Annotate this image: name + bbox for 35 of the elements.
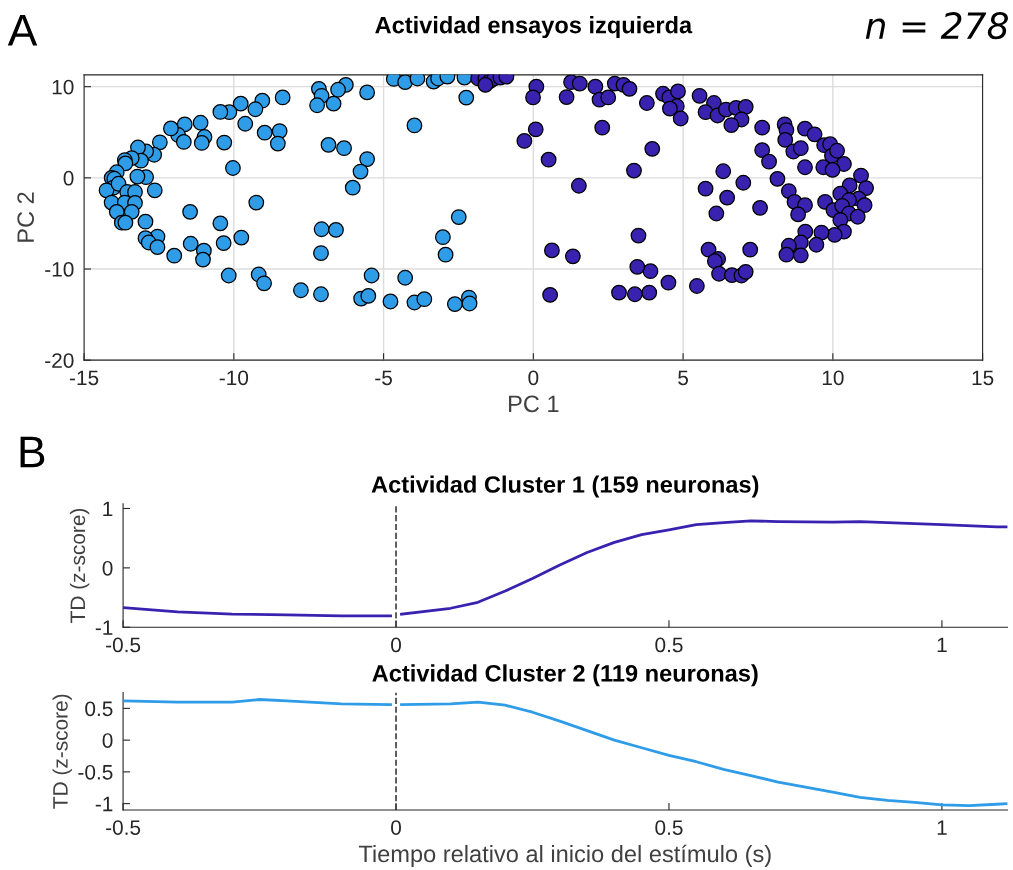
x-tick-label: 15 bbox=[972, 370, 994, 386]
text: n = 278 bbox=[865, 11, 1008, 40]
y-tick-label: -1 bbox=[95, 620, 113, 635]
x-axis-title: PC 1 bbox=[509, 395, 559, 413]
y-axis-title: TD (z-score) bbox=[52, 694, 72, 809]
x-tick-label: 5 bbox=[678, 370, 689, 386]
y-tick-label: -10 bbox=[45, 262, 74, 277]
y-tick-label: 0 bbox=[63, 170, 74, 186]
x-tick-label: -15 bbox=[69, 370, 99, 386]
y-tick-label: -1 bbox=[95, 796, 113, 812]
x-tick-label: 1 bbox=[937, 637, 947, 653]
text: B bbox=[20, 436, 45, 468]
x-axis-title: Tiempo relativo al inicio del estímulo (s) bbox=[358, 844, 771, 867]
chart-title: Actividad Cluster 2 (119 neuronas) bbox=[372, 664, 758, 687]
text: A bbox=[7, 15, 38, 46]
x-tick-label: 1 bbox=[937, 820, 947, 835]
y-tick-label: 0 bbox=[102, 560, 113, 576]
x-tick-label: 10 bbox=[822, 370, 844, 386]
chart-title: Actividad Cluster 1 (159 neuronas) bbox=[371, 475, 759, 498]
x-tick-label: 0 bbox=[528, 370, 539, 386]
y-tick-label: 0.5 bbox=[85, 701, 113, 717]
y-tick-label: 10 bbox=[52, 79, 74, 95]
y-axis-title: PC 2 bbox=[17, 192, 35, 242]
y-tick-label: -0.5 bbox=[78, 764, 113, 780]
x-tick-label: 0.5 bbox=[655, 637, 683, 653]
x-tick-label: 0 bbox=[391, 820, 402, 835]
y-tick-label: 1 bbox=[103, 501, 113, 517]
x-tick-label: -5 bbox=[375, 370, 392, 386]
y-axis-title: TD (z-score) bbox=[69, 508, 90, 623]
x-tick-label: -10 bbox=[219, 370, 249, 386]
y-tick-label: 0 bbox=[102, 733, 113, 748]
chart-title: Actividad ensayos izquierda bbox=[375, 16, 693, 39]
x-tick-label: 0 bbox=[391, 637, 402, 653]
x-tick-label: 0.5 bbox=[655, 820, 683, 835]
y-tick-label: -20 bbox=[45, 353, 74, 368]
